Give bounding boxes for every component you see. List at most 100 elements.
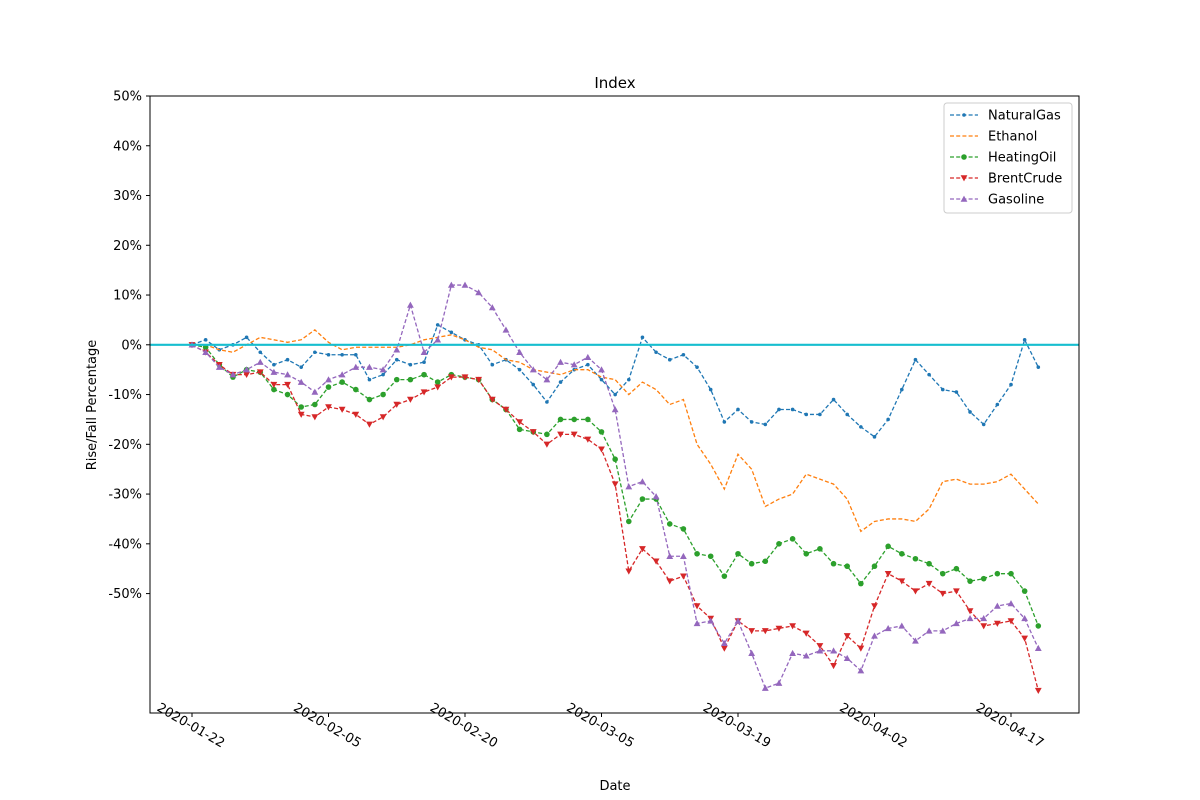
- data-point-BrentCrude: [980, 623, 988, 630]
- data-point-BrentCrude: [816, 643, 824, 650]
- legend-entry-NaturalGas: NaturalGas: [950, 109, 1061, 124]
- data-point-BrentCrude: [1034, 687, 1042, 695]
- data-point-BrentCrude: [502, 406, 510, 413]
- data-point-HeatingOil: [544, 431, 550, 438]
- data-point-HeatingOil: [312, 401, 318, 408]
- y-tick-label: -40%: [108, 537, 142, 552]
- data-point-BrentCrude: [543, 441, 551, 448]
- data-point-Gasoline: [297, 378, 305, 385]
- x-tick-label: 2020-03-05: [564, 701, 637, 752]
- data-point-NaturalGas: [558, 380, 563, 384]
- data-point-HeatingOil: [694, 550, 700, 557]
- data-point-NaturalGas: [927, 372, 931, 377]
- data-point-HeatingOil: [571, 416, 577, 423]
- data-point-HeatingOil: [803, 550, 810, 557]
- data-point-Gasoline: [748, 649, 756, 657]
- data-point-NaturalGas: [545, 400, 549, 404]
- data-point-Gasoline: [543, 376, 551, 383]
- data-point-NaturalGas: [435, 323, 440, 327]
- legend: NaturalGas Ethanol HeatingOil BrentCrude Gas…: [943, 102, 1073, 214]
- data-point-Gasoline: [843, 654, 851, 661]
- data-point-HeatingOil: [271, 386, 277, 393]
- data-point-Gasoline: [598, 366, 605, 373]
- legend-box: [943, 102, 1073, 214]
- data-point-BrentCrude: [761, 628, 769, 635]
- data-point-NaturalGas: [517, 367, 522, 372]
- data-point-BrentCrude: [830, 663, 837, 670]
- data-point-Gasoline: [516, 348, 523, 355]
- data-point-BrentCrude: [311, 414, 319, 421]
- data-point-BrentCrude: [447, 374, 455, 381]
- data-point-HeatingOil: [912, 555, 919, 562]
- data-point-BrentCrude: [720, 645, 728, 652]
- data-point-HeatingOil: [830, 560, 837, 567]
- data-point-Gasoline: [925, 627, 933, 634]
- data-point-NaturalGas: [299, 365, 304, 369]
- data-point-HeatingOil: [844, 563, 850, 570]
- x-tick-label: 2020-02-05: [291, 701, 364, 752]
- legend-label: Ethanol: [988, 130, 1037, 145]
- data-point-NaturalGas: [449, 330, 454, 335]
- data-point-HeatingOil: [298, 404, 305, 410]
- data-point-Gasoline: [625, 483, 633, 490]
- data-point-Gasoline: [912, 637, 919, 644]
- data-point-NaturalGas: [954, 390, 959, 394]
- data-point-HeatingOil: [598, 429, 605, 435]
- data-point-NaturalGas: [1036, 365, 1041, 369]
- data-point-Gasoline: [407, 301, 414, 308]
- legend-label: NaturalGas: [988, 109, 1061, 124]
- y-tick-label: 40%: [113, 139, 142, 154]
- data-point-HeatingOil: [1008, 570, 1014, 577]
- data-point-NaturalGas: [326, 352, 331, 357]
- legend-entry-HeatingOil: HeatingOil: [950, 151, 1056, 166]
- data-point-Gasoline: [379, 366, 387, 373]
- y-tick-label: 0%: [121, 338, 142, 353]
- data-point-BrentCrude: [666, 578, 674, 585]
- data-point-BrentCrude: [966, 608, 974, 615]
- data-point-NaturalGas: [790, 407, 795, 412]
- data-point-NaturalGas: [804, 412, 809, 417]
- x-tick-label: 2020-03-19: [700, 701, 773, 752]
- data-point-Gasoline: [789, 649, 796, 657]
- data-point-NaturalGas: [886, 417, 890, 422]
- data-point-NaturalGas: [736, 407, 740, 412]
- data-point-Gasoline: [720, 639, 728, 647]
- data-point-NaturalGas: [995, 402, 1000, 407]
- data-point-NaturalGas: [859, 425, 863, 429]
- data-point-HeatingOil: [871, 563, 878, 570]
- data-point-HeatingOil: [557, 416, 564, 423]
- x-axis-label: Date: [599, 779, 630, 794]
- data-point-Gasoline: [352, 363, 360, 370]
- data-point-NaturalGas: [640, 335, 645, 340]
- data-point-BrentCrude: [775, 625, 783, 632]
- data-point-BrentCrude: [352, 411, 360, 418]
- y-tick-label: -20%: [108, 438, 142, 453]
- data-point-NaturalGas: [381, 372, 385, 377]
- data-point-NaturalGas: [627, 377, 631, 382]
- data-point-NaturalGas: [422, 360, 426, 365]
- y-tick-label: -50%: [108, 587, 142, 602]
- x-tick-label: 2020-04-02: [837, 701, 910, 752]
- data-point-BrentCrude: [529, 429, 537, 436]
- data-point-HeatingOil: [953, 565, 960, 572]
- data-point-Gasoline: [639, 478, 646, 485]
- data-point-HeatingOil: [762, 558, 769, 565]
- data-point-HeatingOil: [366, 396, 373, 403]
- data-point-BrentCrude: [925, 580, 933, 588]
- data-point-Gasoline: [693, 620, 701, 627]
- data-point-BrentCrude: [420, 389, 428, 396]
- data-point-HeatingOil: [680, 526, 687, 532]
- data-point-NaturalGas: [708, 387, 713, 392]
- data-point-Gasoline: [570, 361, 578, 368]
- data-point-HeatingOil: [639, 496, 646, 502]
- data-point-BrentCrude: [843, 633, 851, 640]
- data-point-HeatingOil: [626, 518, 632, 525]
- data-point-NaturalGas: [313, 350, 317, 355]
- data-point-HeatingOil: [967, 578, 973, 584]
- series-line-Ethanol: [192, 329, 1039, 533]
- data-point-Gasoline: [611, 406, 619, 413]
- data-point-NaturalGas: [667, 357, 672, 362]
- data-point-NaturalGas: [968, 410, 972, 414]
- data-point-NaturalGas: [272, 362, 276, 367]
